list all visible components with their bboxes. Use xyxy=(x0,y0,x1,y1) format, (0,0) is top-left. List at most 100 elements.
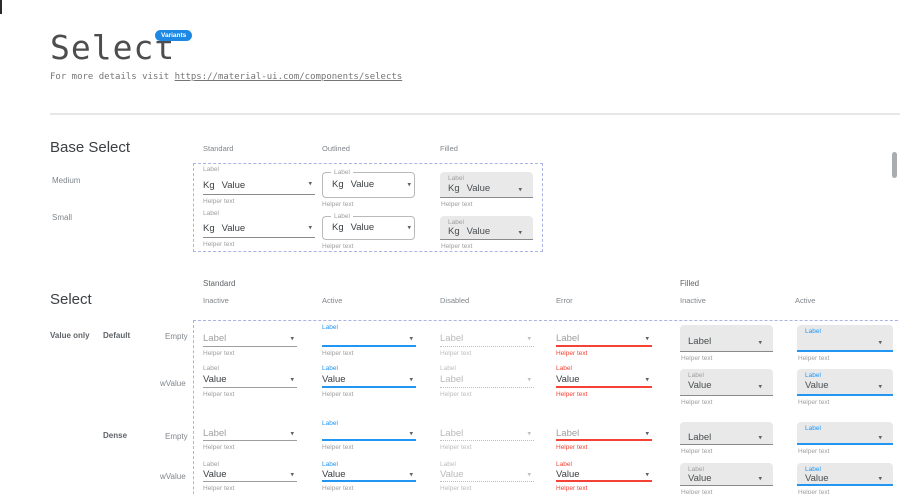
dropdown-arrow-icon: ▾ xyxy=(645,430,649,437)
helper-text: Helper text xyxy=(441,243,473,250)
select-label: Label xyxy=(322,324,338,331)
dropdown-arrow-icon: ▾ xyxy=(518,186,522,193)
subtitle: For more details visit https://material-… xyxy=(50,72,402,82)
select-standard-active-empty[interactable]: Label ▾ Helper text xyxy=(322,324,416,357)
adornment: Kg xyxy=(332,179,344,190)
dropdown-arrow-icon: ▾ xyxy=(518,229,522,236)
base-select-standard-small[interactable]: Label Kg Value ▾ Helper text xyxy=(203,210,315,248)
state-error: Error xyxy=(556,296,573,305)
select-dense-standard-disabled-empty: Label ▾ Helper text xyxy=(440,420,534,451)
select-value: Value xyxy=(203,469,227,480)
select-label xyxy=(203,324,297,332)
row-wvalue: wValue xyxy=(160,379,186,388)
select-filled-active-empty[interactable]: Label ▾ Helper text xyxy=(797,325,893,362)
helper-text: Helper text xyxy=(681,489,713,494)
helper-text: Helper text xyxy=(203,391,235,398)
select-dense-standard-error-wvalue[interactable]: Label Value ▾ Helper text xyxy=(556,461,652,492)
select-dense-standard-disabled-wvalue: Label Value ▾ Helper text xyxy=(440,461,534,492)
base-select-filled-small[interactable]: Label Kg Value ▾ Helper text xyxy=(440,216,533,250)
dropdown-arrow-icon: ▾ xyxy=(290,335,294,343)
select-dense-standard-error-empty[interactable]: Label ▾ Helper text xyxy=(556,420,652,451)
select-dense-standard-active-empty[interactable]: Label ▾ Helper text xyxy=(322,420,416,451)
select-label xyxy=(440,420,534,428)
select-dense-filled-inactive-empty[interactable]: Label ▾ Helper text xyxy=(680,422,773,455)
dropdown-arrow-icon: ▾ xyxy=(409,376,413,383)
select-label: Label xyxy=(805,466,821,473)
select-label: Label xyxy=(556,365,572,372)
dropdown-arrow-icon: ▾ xyxy=(407,224,411,232)
select-value: Value xyxy=(556,469,580,480)
state-filled-inactive: Inactive xyxy=(680,296,706,305)
select-placeholder: Label xyxy=(556,428,580,439)
base-select-filled-medium[interactable]: Label Kg Value ▾ Helper text xyxy=(440,172,533,208)
helper-text: Helper text xyxy=(681,399,713,406)
dropdown-arrow-icon: ▾ xyxy=(308,180,312,188)
helper-text: Helper text xyxy=(681,448,713,455)
select-dense-standard-inactive-empty[interactable]: Label ▾ Helper text xyxy=(203,420,297,451)
select-standard-active-wvalue[interactable]: Label Value ▾ Helper text xyxy=(322,365,416,398)
dropdown-arrow-icon: ▾ xyxy=(290,430,294,438)
select-label: Label xyxy=(203,166,219,173)
corner-mark xyxy=(0,0,2,14)
select-dense-filled-active-wvalue[interactable]: Label Value ▾ Helper text xyxy=(797,463,893,494)
select-heading: Select xyxy=(50,291,92,308)
dropdown-arrow-icon: ▾ xyxy=(645,376,649,383)
row-group-dense: Dense xyxy=(103,431,128,440)
select-label: Label xyxy=(203,210,219,217)
helper-text: Helper text xyxy=(203,198,235,205)
helper-text: Helper text xyxy=(798,448,830,455)
row-dense-empty: Empty xyxy=(165,432,188,441)
select-value: Value xyxy=(350,179,375,190)
helper-text: Helper text xyxy=(440,350,472,357)
select-value: Value xyxy=(688,380,712,391)
select-label: Label xyxy=(331,213,353,221)
select-dense-filled-inactive-wvalue[interactable]: Label Value ▾ Helper text xyxy=(680,463,773,494)
base-select-outlined-small[interactable]: Label Kg Value ▾ Helper text xyxy=(322,213,415,250)
select-value: Value xyxy=(466,226,491,237)
scrollbar-thumb[interactable] xyxy=(892,152,897,178)
select-label xyxy=(556,324,652,332)
group-standard: Standard xyxy=(203,279,236,288)
select-dense-filled-active-empty[interactable]: Label ▾ Helper text xyxy=(797,422,893,455)
select-standard-error-empty[interactable]: Label ▾ Helper text xyxy=(556,324,652,357)
select-value: Value xyxy=(556,374,580,385)
base-col-filled: Filled xyxy=(440,144,458,153)
select-label: Label xyxy=(203,365,219,372)
row-group-default: Default xyxy=(103,331,131,340)
select-label xyxy=(556,420,652,428)
select-filled-inactive-empty[interactable]: Label ▾ Helper text xyxy=(680,325,773,362)
page-title: Select xyxy=(50,28,176,67)
helper-text: Helper text xyxy=(322,391,354,398)
select-standard-disabled-empty: Label ▾ Helper text xyxy=(440,324,534,357)
row-empty: Empty xyxy=(165,332,188,341)
helper-text: Helper text xyxy=(203,444,235,451)
base-select-standard-medium[interactable]: Label Kg Value ▾ Helper text xyxy=(203,166,315,205)
select-value: Value xyxy=(203,374,227,385)
select-standard-inactive-wvalue[interactable]: Label Value ▾ Helper text xyxy=(203,365,297,398)
section-divider xyxy=(50,113,900,115)
select-label xyxy=(440,324,534,332)
select-filled-active-wvalue[interactable]: Label Value ▾ Helper text xyxy=(797,369,893,406)
helper-text: Helper text xyxy=(203,485,235,492)
select-placeholder: Value xyxy=(440,469,464,480)
select-placeholder: Label xyxy=(440,374,464,385)
select-value: Label xyxy=(688,432,712,443)
select-standard-error-wvalue[interactable]: Label Value ▾ Helper text xyxy=(556,365,652,398)
select-dense-standard-active-wvalue[interactable]: Label Value ▾ Helper text xyxy=(322,461,416,492)
base-select-outlined-medium[interactable]: Label Kg Value ▾ Helper text xyxy=(322,169,415,208)
select-value: Value xyxy=(350,222,375,233)
select-placeholder: Label xyxy=(556,333,580,344)
dropdown-arrow-icon: ▾ xyxy=(645,335,649,342)
helper-text: Helper text xyxy=(322,444,354,451)
select-filled-inactive-wvalue[interactable]: Label Value ▾ Helper text xyxy=(680,369,773,406)
state-filled-active: Active xyxy=(795,296,816,305)
select-standard-inactive-empty[interactable]: Label ▾ Helper text xyxy=(203,324,297,357)
state-disabled: Disabled xyxy=(440,296,470,305)
dropdown-arrow-icon: ▾ xyxy=(878,339,882,346)
material-ui-link[interactable]: https://material-ui.com/components/selec… xyxy=(174,72,403,82)
dropdown-arrow-icon: ▾ xyxy=(290,471,294,479)
dropdown-arrow-icon: ▾ xyxy=(308,224,312,231)
select-dense-standard-inactive-wvalue[interactable]: Label Value ▾ Helper text xyxy=(203,461,297,492)
select-value: Value xyxy=(688,473,712,484)
dropdown-arrow-icon: ▾ xyxy=(878,434,882,442)
